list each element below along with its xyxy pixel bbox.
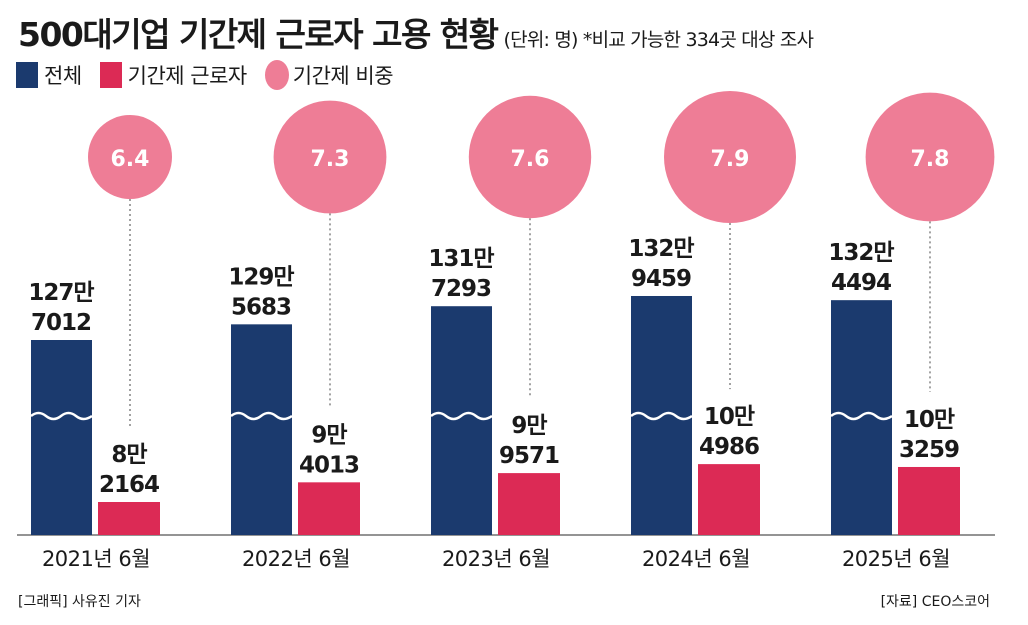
bar-total-label: 129만 [228, 264, 294, 290]
bar-temp-label: 9571 [499, 443, 559, 469]
legend: 전체 기간제 근로자 기간제 비중 [16, 60, 411, 90]
ratio-bubble [664, 91, 796, 223]
bar-temp-label: 9만 [511, 413, 547, 439]
legend-label: 기간제 비중 [292, 64, 394, 88]
x-tick-label: 2021년 6월 [42, 547, 150, 571]
bar-total-label: 9459 [631, 266, 691, 292]
ratio-label: 7.3 [311, 147, 350, 172]
legend-label: 전체 [44, 64, 82, 88]
ratio-bubble [865, 92, 995, 222]
bar-total-label: 132만 [828, 240, 894, 266]
x-tick-label: 2022년 6월 [242, 547, 350, 571]
legend-swatch-ratio [264, 60, 289, 90]
source: [자료] CEO스코어 [880, 594, 990, 610]
ratio-label: 7.9 [711, 147, 750, 172]
axis-break-wave [30, 411, 93, 421]
bar-total [31, 340, 92, 535]
bar-temp-label: 3259 [899, 437, 959, 463]
ratio-label: 7.8 [911, 147, 950, 172]
bar-temp [298, 482, 360, 535]
bar-total-label: 132만 [628, 236, 694, 262]
bar-temp [898, 466, 960, 535]
legend-label: 기간제 근로자 [127, 64, 248, 88]
legend-item-total: 전체 [16, 60, 82, 90]
credit: [그래픽] 사유진 기자 [18, 594, 141, 610]
axis-break-wave [830, 411, 893, 421]
ratio-bubble [468, 95, 592, 219]
chart-title: 500대기업 기간제 근로자 고용 현황 (단위: 명) *비교 가능한 334곳… [18, 8, 814, 56]
axis-break-wave [630, 411, 693, 421]
legend-swatch-total [16, 62, 38, 88]
ratio-label: 6.4 [111, 147, 150, 172]
axis-break-wave [230, 411, 293, 421]
ratio-bubble [88, 115, 172, 199]
bar-total-label: 7293 [431, 276, 491, 302]
ratio-bubble [273, 100, 387, 214]
bar-total-label: 5683 [231, 294, 291, 320]
bar-temp-label: 4013 [299, 452, 359, 478]
legend-swatch-temp [99, 62, 122, 88]
bar-temp-label: 4986 [699, 434, 759, 460]
ratio-label: 7.6 [511, 147, 550, 172]
title-text: 500대기업 기간제 근로자 고용 현황 [18, 15, 499, 54]
bar-total-label: 7012 [31, 310, 91, 336]
legend-item-ratio: 기간제 비중 [264, 60, 394, 90]
bar-temp-label: 8만 [111, 442, 147, 468]
bar-temp-label: 10만 [904, 407, 955, 433]
bar-temp [498, 473, 560, 535]
bar-temp [98, 502, 160, 535]
axis-break-wave [430, 411, 493, 421]
bar-temp [698, 464, 760, 535]
legend-item-temp: 기간제 근로자 [99, 60, 248, 90]
bar-total [231, 324, 292, 535]
subtitle: (단위: 명) *비교 가능한 334곳 대상 조사 [503, 29, 814, 51]
bar-temp-label: 9만 [311, 422, 347, 448]
bar-total-label: 127만 [28, 280, 94, 306]
bar-total-label: 131만 [428, 246, 494, 272]
x-tick-label: 2023년 6월 [442, 547, 550, 571]
bar-temp-label: 2164 [99, 472, 159, 498]
bar-total [431, 306, 492, 535]
x-tick-label: 2024년 6월 [642, 547, 750, 571]
x-tick-label: 2025년 6월 [842, 547, 950, 571]
bar-total-label: 4494 [831, 270, 891, 296]
bar-temp-label: 10만 [704, 404, 755, 430]
bar-total [831, 300, 892, 535]
